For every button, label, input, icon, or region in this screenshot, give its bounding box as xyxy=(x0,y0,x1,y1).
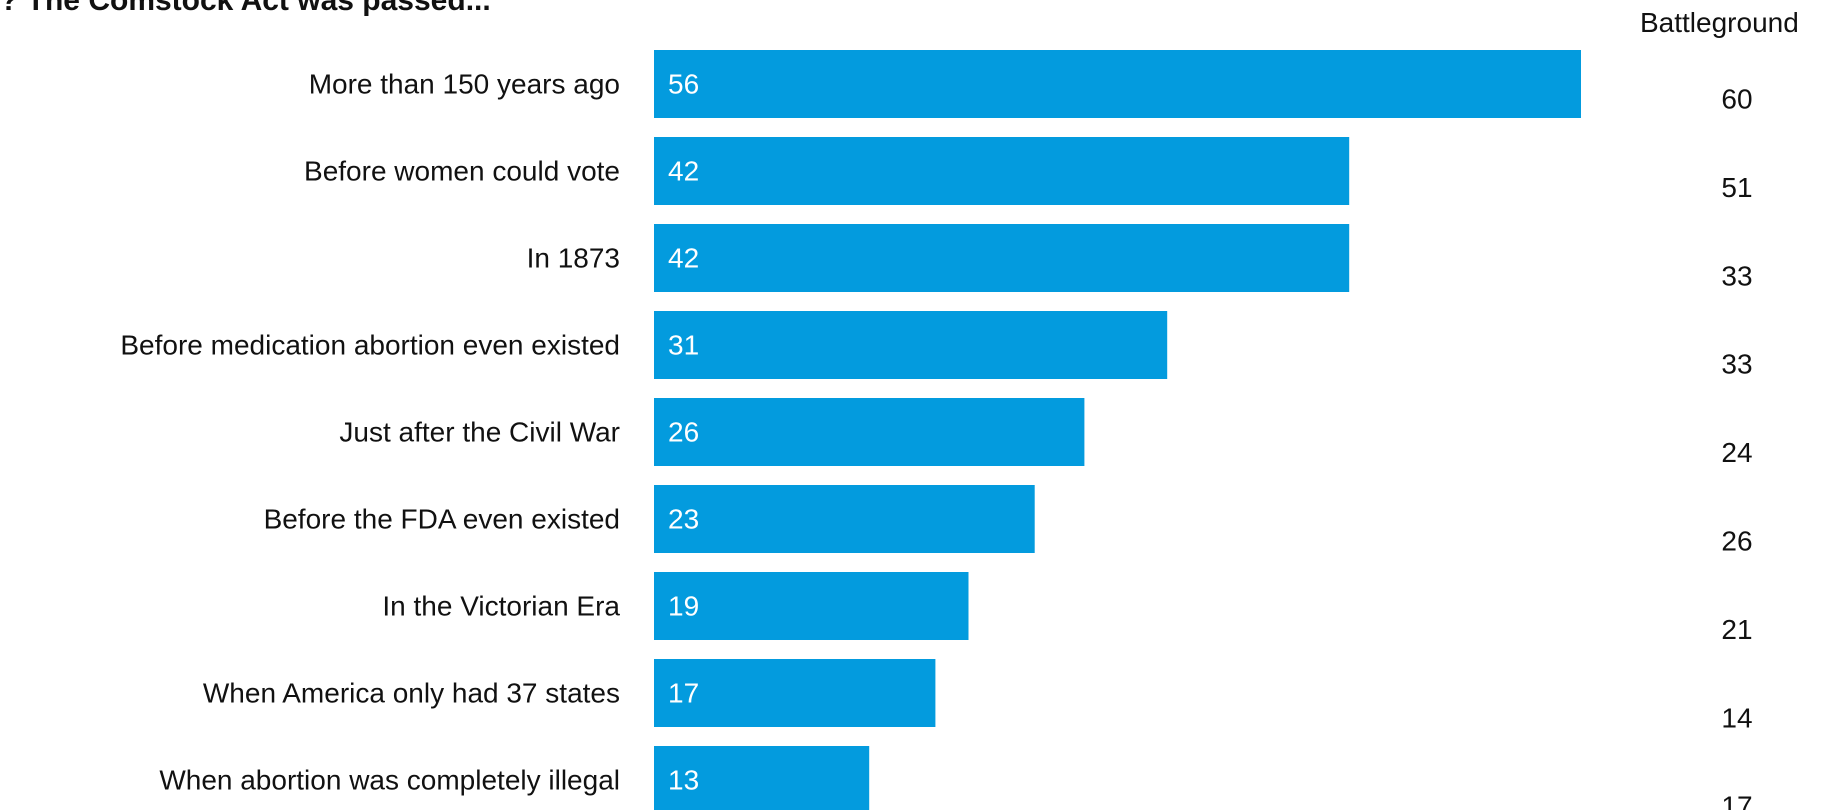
category-label-3: In 1873 xyxy=(527,243,620,274)
category-label-1: More than 150 years ago xyxy=(309,69,620,100)
battleground-value-7: 21 xyxy=(1721,614,1752,645)
bar-value-label-1: 56 xyxy=(668,69,699,100)
battleground-value-3: 33 xyxy=(1721,260,1752,291)
category-label-2: Before women could vote xyxy=(304,156,620,187)
battleground-value-9: 17 xyxy=(1721,791,1752,810)
battleground-value-6: 26 xyxy=(1721,526,1752,557)
bar-value-label-8: 17 xyxy=(668,678,699,709)
bar-4 xyxy=(654,311,1168,379)
bar-value-label-6: 23 xyxy=(668,504,699,535)
bar-value-label-5: 26 xyxy=(668,417,699,448)
battleground-column-header: Battleground xyxy=(1640,7,1799,38)
bar-5 xyxy=(654,398,1085,466)
bar-value-label-4: 31 xyxy=(668,330,699,361)
category-label-9: When abortion was completely illegal xyxy=(159,765,620,796)
category-label-6: Before the FDA even existed xyxy=(264,504,620,535)
battleground-value-5: 24 xyxy=(1721,437,1752,468)
category-label-8: When America only had 37 states xyxy=(203,678,620,709)
bar-value-label-9: 13 xyxy=(668,765,699,796)
bar-value-label-3: 42 xyxy=(668,243,699,274)
bar-7 xyxy=(654,572,969,640)
category-label-4: Before medication abortion even existed xyxy=(120,330,620,361)
battleground-value-4: 33 xyxy=(1721,349,1752,380)
category-label-5: Just after the Civil War xyxy=(339,417,620,448)
battleground-value-2: 51 xyxy=(1721,172,1752,203)
bar-value-label-7: 19 xyxy=(668,591,699,622)
bar-9 xyxy=(654,746,870,810)
chart-title: ? The Comstock Act was passed... xyxy=(0,0,491,17)
bar-3 xyxy=(654,224,1350,292)
bar-6 xyxy=(654,485,1035,553)
bar-value-label-2: 42 xyxy=(668,156,699,187)
bar-1 xyxy=(654,50,1581,118)
battleground-value-8: 14 xyxy=(1721,702,1752,733)
bar-8 xyxy=(654,659,936,727)
category-label-7: In the Victorian Era xyxy=(382,591,620,622)
bar-2 xyxy=(654,137,1350,205)
battleground-value-1: 60 xyxy=(1721,84,1752,115)
